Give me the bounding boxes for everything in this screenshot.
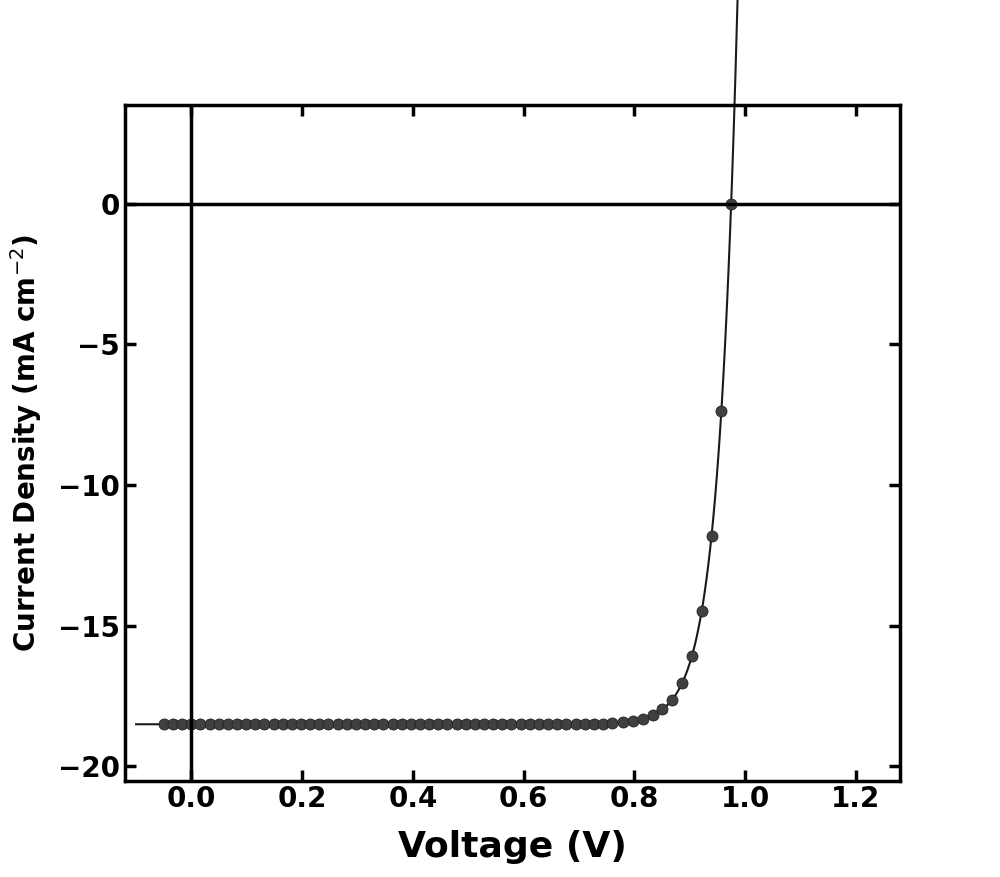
Point (595, 717, 611, 731)
X-axis label: Voltage (V): Voltage (V) (398, 830, 627, 864)
Point (604, 717, 620, 731)
Point (202, 717, 218, 731)
Point (375, 717, 391, 731)
Point (256, 717, 272, 731)
Point (174, 717, 190, 731)
Point (625, 714, 641, 728)
Point (394, 717, 410, 731)
Point (302, 717, 318, 731)
Point (366, 717, 382, 731)
Point (156, 717, 172, 731)
Point (713, 404, 729, 418)
Point (615, 716, 631, 730)
Point (476, 717, 492, 731)
Point (339, 717, 355, 731)
Point (192, 717, 208, 731)
Point (266, 717, 282, 731)
Point (238, 717, 254, 731)
Point (684, 649, 700, 663)
Point (558, 717, 574, 731)
Point (275, 717, 291, 731)
Point (458, 717, 474, 731)
Point (531, 717, 547, 731)
Point (439, 717, 455, 731)
Point (645, 709, 661, 723)
Point (540, 717, 556, 731)
Point (654, 702, 670, 717)
Point (293, 717, 309, 731)
Point (694, 604, 710, 618)
Point (229, 717, 245, 731)
Point (330, 717, 346, 731)
Point (183, 717, 199, 731)
Y-axis label: Current Density (mA cm$^{-2}$): Current Density (mA cm$^{-2}$) (8, 234, 44, 652)
Point (635, 712, 651, 726)
Point (549, 717, 565, 731)
Point (522, 717, 538, 731)
Point (348, 717, 364, 731)
Point (503, 717, 519, 731)
Point (220, 717, 236, 731)
Point (311, 717, 327, 731)
Point (284, 717, 300, 731)
Point (586, 717, 602, 731)
Point (674, 676, 690, 690)
Point (723, 196, 739, 210)
Point (577, 717, 593, 731)
Point (664, 693, 680, 707)
Point (403, 717, 419, 731)
Point (385, 717, 401, 731)
Point (494, 717, 510, 731)
Point (211, 717, 227, 731)
Point (430, 717, 446, 731)
Point (357, 717, 373, 731)
Point (568, 717, 584, 731)
Point (412, 717, 428, 731)
Point (165, 717, 181, 731)
Point (320, 717, 336, 731)
Point (247, 717, 263, 731)
Point (467, 717, 483, 731)
Point (485, 717, 501, 731)
Point (704, 529, 720, 543)
Point (449, 717, 465, 731)
Point (421, 717, 437, 731)
Point (513, 717, 529, 731)
